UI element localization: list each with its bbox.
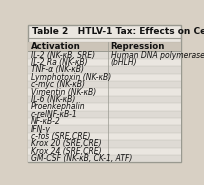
Text: GM-CSF (NK-κB, CK-1, ATF): GM-CSF (NK-κB, CK-1, ATF) bbox=[31, 154, 132, 163]
Text: IL-6 (NK-κB): IL-6 (NK-κB) bbox=[31, 95, 75, 104]
Text: Krox 24 (SRE,CRE): Krox 24 (SRE,CRE) bbox=[31, 147, 102, 156]
Bar bbox=[28, 133, 181, 140]
Bar bbox=[28, 66, 181, 74]
Bar bbox=[28, 42, 181, 51]
Text: Human DNA polymerase β: Human DNA polymerase β bbox=[111, 51, 204, 60]
Text: Activation: Activation bbox=[31, 42, 81, 51]
Text: IFN-γ: IFN-γ bbox=[31, 125, 51, 134]
Bar bbox=[28, 118, 181, 125]
Bar bbox=[28, 59, 181, 66]
Text: (bHLH): (bHLH) bbox=[111, 58, 137, 67]
Text: c-relNF-κB-1: c-relNF-κB-1 bbox=[31, 110, 78, 119]
Text: TNF-α (NK-κB): TNF-α (NK-κB) bbox=[31, 65, 84, 74]
Bar bbox=[28, 81, 181, 88]
Bar bbox=[28, 140, 181, 148]
Bar bbox=[28, 111, 181, 118]
Text: Repression: Repression bbox=[111, 42, 165, 51]
Text: Proenkephalin: Proenkephalin bbox=[31, 102, 85, 111]
Text: Vimentin (NK-κB): Vimentin (NK-κB) bbox=[31, 88, 96, 97]
Bar bbox=[28, 125, 181, 133]
Bar bbox=[28, 155, 181, 162]
Text: Lymphotoxin (NK-κB): Lymphotoxin (NK-κB) bbox=[31, 73, 111, 82]
Text: Table 2   HTLV-1 Tax: Effects on Cellular Genes: Table 2 HTLV-1 Tax: Effects on Cellular … bbox=[32, 27, 204, 36]
Text: IL-2 (NK-κB, SRE): IL-2 (NK-κB, SRE) bbox=[31, 51, 95, 60]
Text: NF-κB-2: NF-κB-2 bbox=[31, 117, 61, 126]
Text: Krox 20 (SRE,CRE): Krox 20 (SRE,CRE) bbox=[31, 139, 102, 148]
Bar bbox=[28, 51, 181, 59]
Bar bbox=[28, 74, 181, 81]
Text: c-fos (SRE,CRE): c-fos (SRE,CRE) bbox=[31, 132, 90, 141]
Bar bbox=[28, 96, 181, 103]
Text: IL-2 Ra (NK-κB): IL-2 Ra (NK-κB) bbox=[31, 58, 88, 67]
Bar bbox=[28, 103, 181, 111]
Bar bbox=[28, 148, 181, 155]
Text: c-myc (NK-κB): c-myc (NK-κB) bbox=[31, 80, 85, 89]
Bar bbox=[28, 88, 181, 96]
